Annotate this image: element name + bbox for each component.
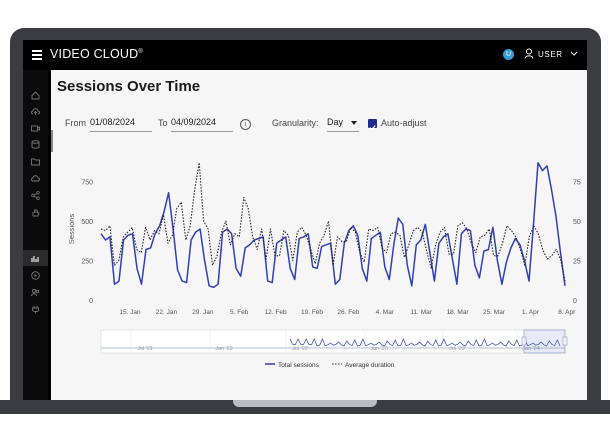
x-tick-label: 22. Jan [156, 309, 178, 316]
caret-down-icon [351, 121, 357, 125]
to-date-input[interactable]: 04/09/2024 [171, 117, 233, 132]
navigator-handle-right[interactable] [562, 336, 568, 346]
x-tick-label: 26. Feb [337, 309, 359, 316]
auto-adjust-label: Auto-adjust [381, 118, 427, 128]
screen: VIDEO CLOUD® U USER Sessions Over Time F… [23, 40, 587, 400]
navigator-date-label: Jan '24 [522, 346, 540, 352]
y-tick-label: 0 [89, 298, 93, 305]
chevron-down-icon[interactable] [570, 51, 578, 57]
navigator-selection[interactable] [523, 329, 566, 354]
sidebar-active-indicator [23, 250, 48, 266]
avatar[interactable]: U [503, 49, 514, 60]
x-tick-label: 19. Feb [301, 309, 323, 316]
x-tick-label: 4. Mar [376, 309, 395, 316]
navigator-handle-left[interactable] [521, 336, 527, 346]
app-title: VIDEO CLOUD® [50, 47, 143, 61]
check-icon [369, 125, 376, 131]
granularity-value: Day [327, 117, 344, 127]
sessions-chart: 0 250 500 750 0 25 50 75 Sessions 15. Jan 22. Jan 2… [67, 161, 581, 369]
navigator-frame[interactable] [100, 329, 566, 354]
y2-tick-label: 50 [573, 219, 581, 226]
y-axis-label: Sessions [67, 214, 76, 245]
users-icon[interactable] [31, 288, 40, 297]
scrollbar[interactable] [51, 130, 53, 152]
share-icon[interactable] [31, 191, 40, 200]
laptop-notch [233, 398, 377, 407]
granularity-select[interactable]: Day [327, 117, 359, 132]
legend-label-average-duration[interactable]: Average duration [345, 362, 395, 369]
top-bar: VIDEO CLOUD® U USER [23, 40, 587, 70]
navigator-series [289, 338, 561, 347]
y-tick-label: 500 [81, 219, 93, 226]
navigator-date-label: Jan '23 [370, 346, 388, 352]
x-tick-label: 11. Mar [410, 309, 432, 316]
y2-tick-label: 0 [573, 298, 577, 305]
series-line-average-duration [100, 162, 566, 282]
laptop-base [0, 400, 610, 414]
y-tick-label: 750 [81, 180, 93, 187]
analytics-icon[interactable] [31, 254, 40, 263]
page-title: Sessions Over Time [57, 78, 201, 95]
to-label: To [158, 118, 168, 128]
granularity-label: Granularity: [272, 118, 319, 128]
from-date-input[interactable]: 01/08/2024 [90, 117, 152, 132]
series-line-total-sessions [100, 161, 566, 289]
x-tick-label: 8. Apr [558, 309, 576, 316]
x-tick-label: 12. Feb [265, 309, 287, 316]
legend-label-total-sessions[interactable]: Total sessions [278, 362, 320, 369]
y2-tick-label: 25 [573, 259, 581, 266]
from-label: From [65, 118, 86, 128]
x-tick-label: 29. Jan [192, 309, 214, 316]
x-tick-label: 15. Jan [119, 309, 141, 316]
navigator-date-label: Jan '22 [215, 346, 233, 352]
home-icon[interactable] [31, 91, 40, 100]
y2-tick-label: 75 [573, 180, 581, 187]
menu-icon[interactable] [30, 47, 46, 63]
folder-icon[interactable] [31, 157, 40, 166]
x-tick-label: 1. Apr [522, 309, 540, 316]
user-icon[interactable] [524, 48, 534, 59]
auto-adjust-checkbox[interactable] [368, 119, 377, 131]
cloud-icon[interactable] [31, 174, 40, 183]
hand-icon[interactable] [31, 208, 40, 217]
navigator-date-label: Jul '21 [137, 346, 153, 352]
navigator-date-label: Jul '23 [449, 346, 465, 352]
sidebar [23, 70, 48, 400]
x-tick-label: 25. Mar [483, 309, 506, 316]
cloud-upload-icon[interactable] [31, 107, 40, 116]
plugin-icon[interactable] [31, 305, 40, 314]
y-tick-label: 250 [81, 259, 93, 266]
video-icon[interactable] [31, 124, 40, 133]
info-icon[interactable]: i [240, 119, 251, 130]
play-circle-icon[interactable] [31, 271, 40, 280]
navigator-date-label: Jul '22 [292, 346, 308, 352]
x-tick-label: 5. Feb [230, 309, 249, 316]
x-tick-label: 18. Mar [447, 309, 470, 316]
user-label[interactable]: USER [538, 50, 563, 59]
database-icon[interactable] [31, 140, 40, 149]
